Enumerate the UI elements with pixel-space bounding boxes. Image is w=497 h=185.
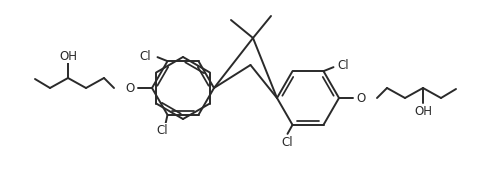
Text: O: O	[125, 82, 135, 95]
Text: Cl: Cl	[337, 59, 349, 72]
Text: OH: OH	[59, 50, 77, 63]
Text: Cl: Cl	[157, 124, 168, 137]
Text: OH: OH	[414, 105, 432, 117]
Text: O: O	[356, 92, 366, 105]
Text: Cl: Cl	[282, 136, 293, 149]
Text: Cl: Cl	[140, 50, 151, 63]
